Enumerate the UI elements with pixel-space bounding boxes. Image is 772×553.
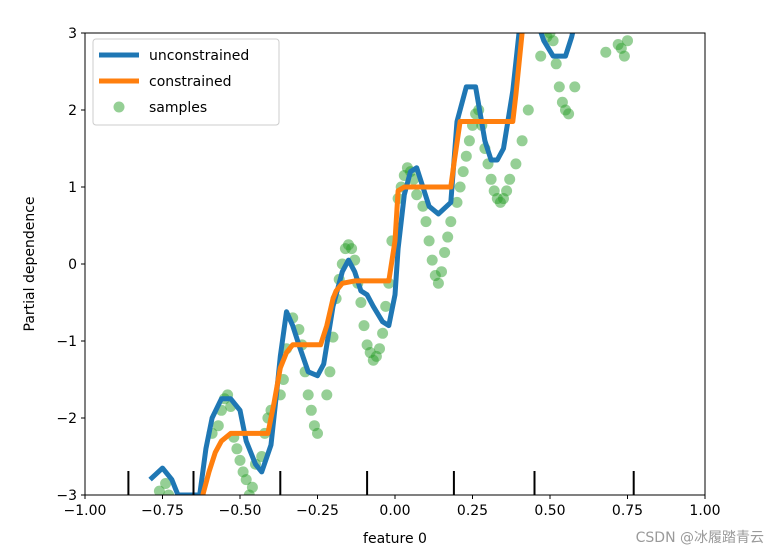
y-tick-label: 2 [68,103,77,119]
sample-point [380,300,392,312]
sample-point [510,158,522,170]
sample-point [485,173,497,185]
sample-point [358,320,370,332]
sample-point [618,50,630,62]
x-tick-label: −1.00 [64,503,107,519]
sample-point [420,216,432,228]
sample-point [240,474,252,486]
y-tick-label: 3 [68,26,77,42]
legend: unconstrained constrained samples [92,38,280,126]
sample-point [445,216,457,228]
constrained-line-group [200,33,525,495]
x-tick-label: −0.75 [141,503,184,519]
sample-point [374,343,385,355]
x-axis: −1.00 −0.75 −0.50 −0.25 0.00 0.25 0.50 0.75 1.00 [64,495,721,519]
y-axis: −3 −2 −1 0 1 2 3 [56,26,85,504]
sample-point [550,58,562,70]
sample-point [212,420,224,432]
unconstrained-line-group [148,33,576,495]
y-tick-label: −3 [56,488,77,504]
x-tick-label: 0.50 [534,503,565,519]
sample-point [305,404,317,416]
legend-unconstrained-label: unconstrained [149,48,249,64]
sample-point [234,454,246,466]
legend-samples-label: samples [149,100,207,116]
sample-point [547,35,559,47]
sample-point [460,150,472,162]
x-tick-label: 0.00 [379,503,410,519]
y-tick-label: 0 [68,257,77,273]
sample-point [160,477,172,489]
decile-rug [127,471,635,495]
sample-point [321,389,333,401]
x-axis-label: feature 0 [363,531,427,547]
x-tick-label: 0.25 [457,503,488,519]
unconstrained-line [148,33,576,495]
sample-point [246,481,258,493]
y-tick-label: −2 [56,411,77,427]
y-axis-label: Partial dependence [22,196,38,331]
sample-point [432,277,444,289]
sample-point [346,243,358,255]
sample-point [439,246,451,258]
sample-point [411,189,423,201]
x-tick-label: 1.00 [689,503,720,519]
constrained-line [200,33,525,495]
legend-constrained-label: constrained [149,74,232,90]
sample-point [600,46,612,58]
x-tick-label: −0.50 [219,503,262,519]
y-tick-label: −1 [56,334,77,350]
x-tick-label: −0.25 [296,503,339,519]
sample-point [324,366,336,378]
sample-point [377,327,389,339]
sample-point [522,104,534,116]
y-tick-label: 1 [68,180,77,196]
watermark: CSDN @冰履踏青云 [635,530,764,546]
sample-point [355,297,367,308]
sample-point [553,81,565,93]
legend-box [92,38,280,126]
sample-point [516,135,528,147]
sample-point [454,181,466,193]
sample-point [442,231,454,243]
sample-point [569,81,581,93]
sample-point [163,489,175,495]
sample-point [563,108,575,120]
sample-point [501,185,513,197]
sample-point [463,135,475,147]
sample-point [451,196,463,208]
sample-point [436,266,447,278]
x-tick-label: 0.75 [612,503,643,519]
sample-point [504,173,516,185]
sample-point [423,235,435,247]
sample-point [153,485,165,495]
sample-point [302,389,314,401]
sample-point [535,50,547,62]
sample-point [426,254,438,266]
legend-samples-marker [113,101,125,113]
sample-point [457,166,469,178]
sample-point [312,427,323,439]
sample-point [231,443,243,455]
sample-point [622,35,633,47]
